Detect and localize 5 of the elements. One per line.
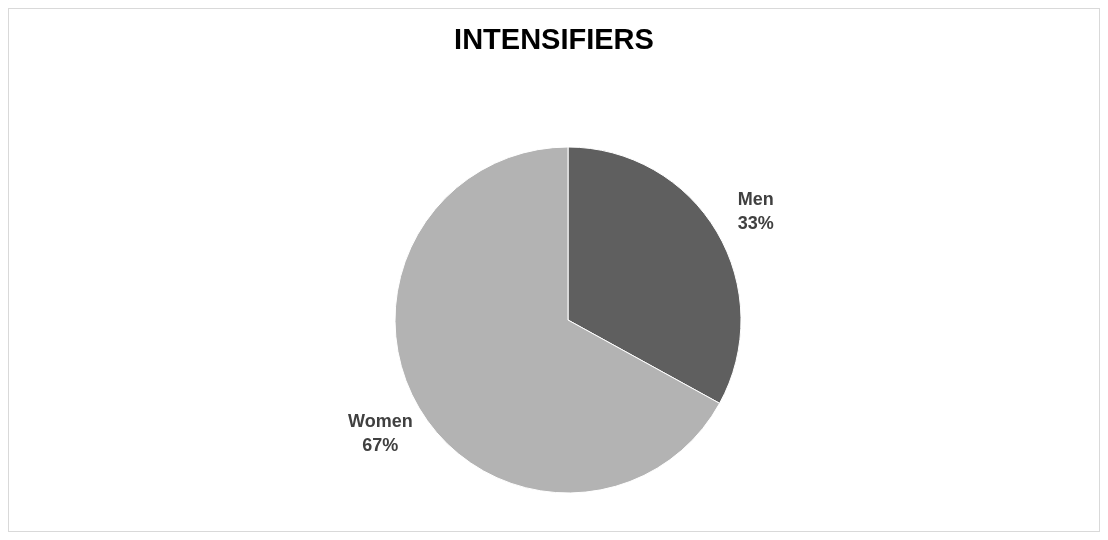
data-label: 67% [362, 434, 399, 455]
chart-title: INTENSIFIERS [453, 23, 655, 56]
data-label: 33% [737, 213, 774, 234]
slice-label: Men [737, 189, 774, 210]
slice-label: Women [348, 410, 413, 431]
